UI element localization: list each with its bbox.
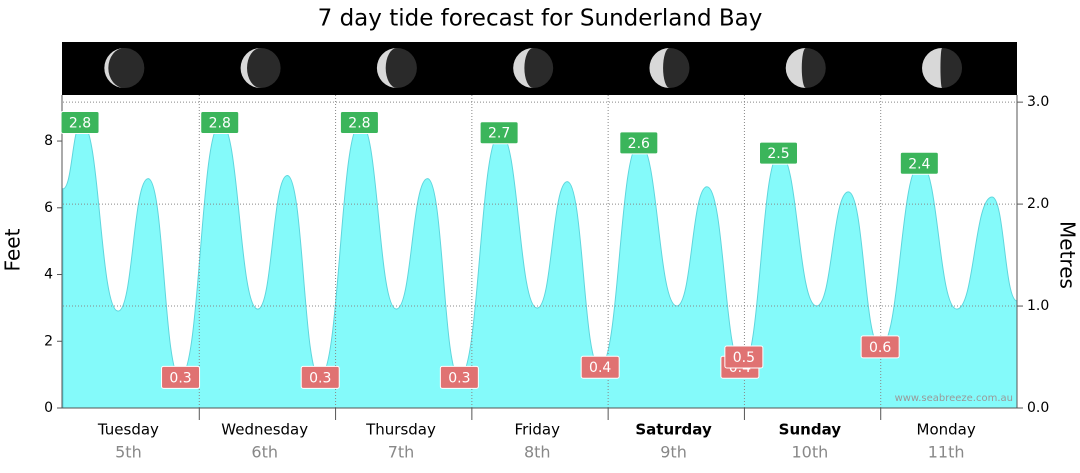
tide-label-box [899,151,939,175]
tide-label-box [339,111,379,135]
day-name: Thursday [365,421,436,439]
tide-label: 0.5 [733,350,755,366]
tide-label: 2.5 [767,146,789,162]
tide-label-box [619,131,659,155]
day-name: Sunday [779,421,842,439]
tide-label-box [161,365,201,389]
tide-area [62,122,1018,409]
day-name: Friday [515,421,561,439]
day-date: 11th [928,443,965,462]
moon-lit [104,48,125,88]
y2-tick-label: 1.0 [1027,298,1049,314]
day-date: 10th [791,443,828,462]
tide-label: 2.4 [908,156,930,172]
day-date: 6th [251,443,278,462]
tide-label: 2.8 [69,116,91,132]
y-tick-label: 6 [44,200,53,216]
y2-tick-label: 3.0 [1027,94,1049,110]
tide-label: 2.7 [488,126,510,142]
tide-label-box [200,111,240,135]
tide-label: 0.6 [869,340,891,356]
tide-label-box [724,345,764,369]
day-name: Tuesday [97,421,159,439]
day-date: 5th [115,443,142,462]
y2-tick-label: 0.0 [1027,400,1049,416]
day-date: 8th [524,443,551,462]
tide-label: 0.3 [169,370,191,386]
tide-label-box [759,141,798,165]
tide-label-box [479,121,519,145]
moon-lit [513,48,534,88]
chart-title: 7 day tide forecast for Sunderland Bay [318,6,763,32]
day-name: Monday [917,421,976,439]
y2-axis-label: Metres [1056,221,1080,289]
tide-label: 0.3 [309,370,331,386]
moon [240,48,281,88]
y-tick-label: 0 [44,400,53,416]
y-axis-label: Feet [1,228,25,271]
tide-label: 2.6 [628,136,650,152]
day-name: Saturday [635,421,712,439]
tide-label-box [580,355,620,379]
moon-lit [785,48,806,88]
day-date: 7th [388,443,415,462]
tide-label-box [860,335,900,359]
moon-lit [376,48,397,88]
tide-label: 2.8 [348,116,370,132]
y2-tick-label: 2.0 [1027,196,1049,212]
tide-label-box [439,365,479,389]
tide-label: 0.4 [589,360,611,376]
moon-lit [922,48,943,88]
y-tick-label: 2 [44,333,53,349]
day-name: Wednesday [221,421,308,439]
moon [104,48,145,88]
day-date: 9th [660,443,687,462]
tide-label-box [60,111,100,135]
tide-label-box [300,365,340,389]
tide-label: 0.3 [448,370,470,386]
y-tick-label: 8 [44,133,53,149]
y-tick-label: 4 [44,267,53,283]
watermark: www.seabreeze.com.au [895,393,1013,404]
tide-label: 2.8 [209,116,231,132]
moon-lit [649,48,670,88]
moon-lit [240,48,261,88]
